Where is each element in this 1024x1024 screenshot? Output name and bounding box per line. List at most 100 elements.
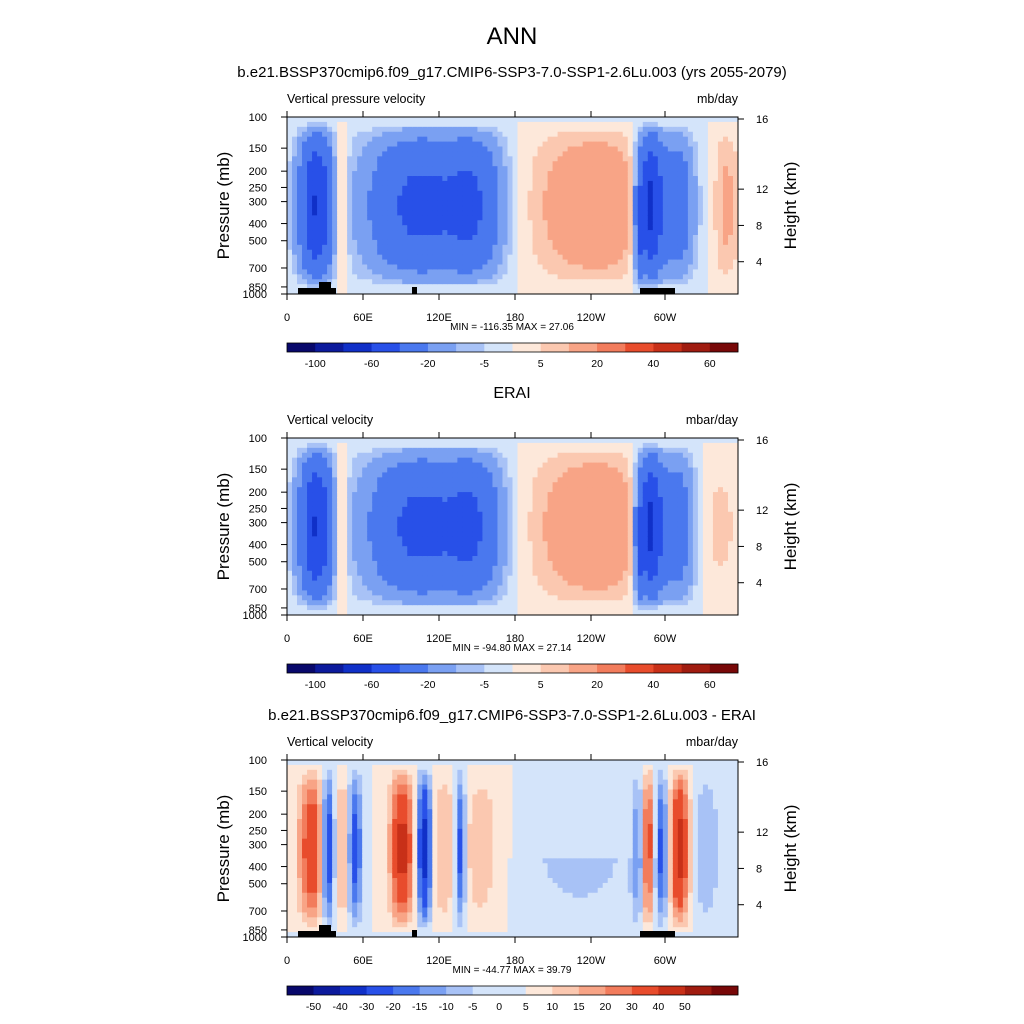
heatmap-cell [327,269,333,275]
heatmap-cell [707,269,714,275]
heatmap-cell [472,230,479,236]
heatmap-cell [317,146,323,153]
heatmap-cell [587,210,594,216]
heatmap-cell [427,487,433,493]
heatmap-cell [682,131,689,138]
heatmap-cell [502,605,509,611]
heatmap-cell [427,239,433,246]
heatmap-cell [557,171,564,177]
heatmap-cell [657,269,664,275]
y2-tick-label: 8 [756,220,762,232]
heatmap-cell [417,482,423,488]
heatmap-cell [412,580,418,587]
heatmap-cell [607,117,614,123]
heatmap-cell [407,477,413,483]
heatmap-cell [702,230,709,236]
heatmap-cell [482,249,489,256]
heatmap-cell [422,200,428,207]
heatmap-cell [477,215,484,221]
heatmap-cell [647,141,654,148]
heatmap-cell [667,200,674,207]
heatmap-cell [562,244,569,251]
heatmap-cell [327,230,333,236]
heatmap-cell [432,171,438,177]
heatmap-cell [627,121,634,128]
heatmap-cell [622,239,629,246]
heatmap-cell [467,605,474,611]
heatmap-cell [372,259,378,266]
heatmap-cell [642,190,649,197]
heatmap-cell [362,487,368,493]
heatmap-cell [472,259,479,266]
heatmap-cell [407,447,413,454]
heatmap-cell [472,146,479,153]
heatmap-cell [542,151,549,157]
heatmap-cell [482,215,489,221]
heatmap-cell [422,254,428,261]
heatmap-cell [687,156,694,162]
heatmap-cell [372,605,378,611]
heatmap-cell [347,190,353,197]
heatmap-cell [507,560,514,567]
heatmap-cell [452,526,458,533]
heatmap-cell [387,585,393,592]
heatmap-cell [422,462,428,469]
heatmap-cell [507,442,514,449]
x-tick-label: 120W [577,312,606,324]
heatmap-cell [317,235,323,241]
heatmap-cell [712,166,719,172]
heatmap-cell [337,506,343,513]
heatmap-cell [417,284,423,290]
heatmap-cell [387,497,393,503]
heatmap-cell [417,220,423,226]
heatmap-cell [347,526,353,533]
heatmap-cell [342,610,348,615]
heatmap-cell [292,190,298,197]
heatmap-cell [467,541,474,547]
heatmap-cell [292,161,298,167]
heatmap-cell [532,249,539,256]
heatmap-cell [732,274,738,280]
heatmap-cell [302,575,308,582]
heatmap-cell [362,472,368,478]
heatmap-cell [407,501,413,508]
heatmap-cell [507,259,514,266]
heatmap-cell [337,200,343,207]
heatmap-cell [357,205,363,212]
heatmap-cell [457,279,463,285]
heatmap-cell [327,536,333,542]
heatmap-cell [287,215,293,221]
heatmap-cell [332,605,338,611]
heatmap-cell [472,482,479,488]
heatmap-cell [657,176,664,182]
heatmap-cell [462,244,468,251]
heatmap-cell [412,565,418,572]
heatmap-cell [412,457,418,464]
heatmap-cell [302,565,308,572]
heatmap-cell [552,284,559,290]
heatmap-cell [672,141,679,148]
heatmap-cell [667,151,674,157]
heatmap-cell [367,176,373,182]
heatmap-cell [517,190,524,197]
heatmap-cell [377,156,383,162]
heatmap-cell [462,131,468,138]
heatmap-cell [522,205,529,212]
heatmap-cell [352,595,358,601]
heatmap-cell [357,516,363,523]
heatmap-cell [572,225,579,231]
heatmap-cell [307,511,313,518]
heatmap-cell [512,185,519,192]
heatmap-cell [627,220,634,226]
heatmap-cell [597,225,604,231]
heatmap-cell [592,161,599,167]
heatmap-cell [297,269,303,275]
heatmap-cell [632,225,639,231]
heatmap-cell [377,590,383,596]
heatmap-cell [722,230,729,236]
heatmap-cell [462,264,468,271]
heatmap-cell [377,151,383,157]
heatmap-cell [352,151,358,157]
heatmap-cell [457,121,463,128]
heatmap-cell [347,501,353,508]
